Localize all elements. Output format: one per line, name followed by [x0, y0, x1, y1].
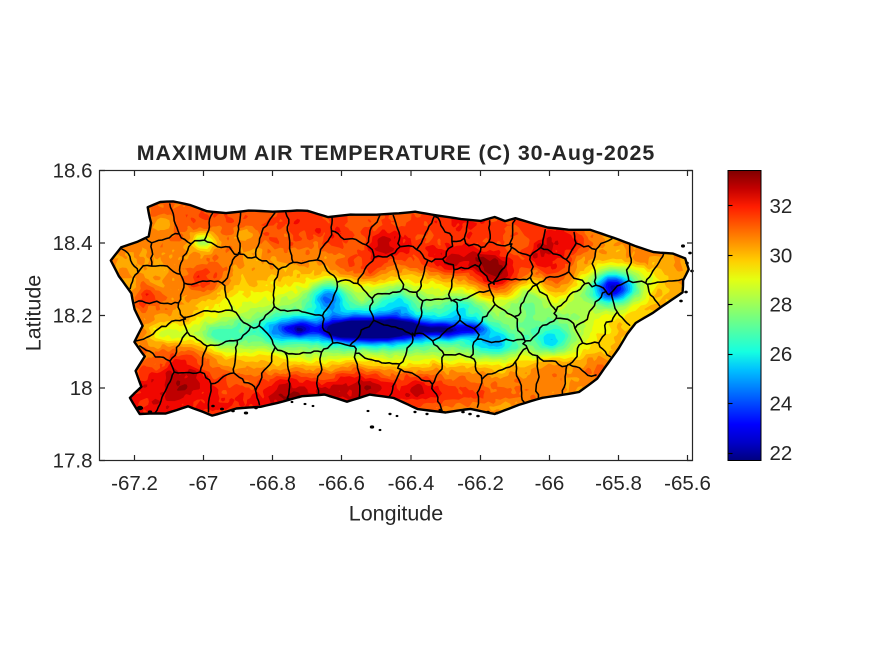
svg-text:-66.8: -66.8 — [249, 472, 296, 495]
svg-text:-65.6: -65.6 — [664, 472, 711, 495]
svg-text:24: 24 — [770, 393, 793, 416]
svg-text:MAXIMUM AIR TEMPERATURE (C) 30: MAXIMUM AIR TEMPERATURE (C) 30-Aug-2025 — [137, 141, 655, 165]
svg-text:18.6: 18.6 — [53, 160, 93, 183]
svg-text:Longitude: Longitude — [349, 502, 443, 526]
svg-text:-65.8: -65.8 — [595, 472, 642, 495]
svg-text:-66.4: -66.4 — [388, 472, 435, 495]
svg-text:18.2: 18.2 — [53, 305, 93, 328]
svg-text:17.8: 17.8 — [53, 450, 93, 473]
svg-text:32: 32 — [770, 195, 793, 218]
svg-text:28: 28 — [770, 294, 793, 317]
svg-text:Latitude: Latitude — [22, 275, 46, 352]
svg-text:22: 22 — [770, 442, 793, 465]
svg-text:-67: -67 — [189, 472, 219, 495]
svg-text:-66: -66 — [535, 472, 565, 495]
svg-text:-66.2: -66.2 — [457, 472, 504, 495]
svg-text:30: 30 — [770, 244, 793, 267]
svg-text:18.4: 18.4 — [53, 232, 93, 255]
svg-text:-67.2: -67.2 — [111, 472, 158, 495]
svg-text:-66.6: -66.6 — [318, 472, 365, 495]
svg-text:26: 26 — [770, 343, 793, 366]
svg-text:18: 18 — [70, 377, 93, 400]
